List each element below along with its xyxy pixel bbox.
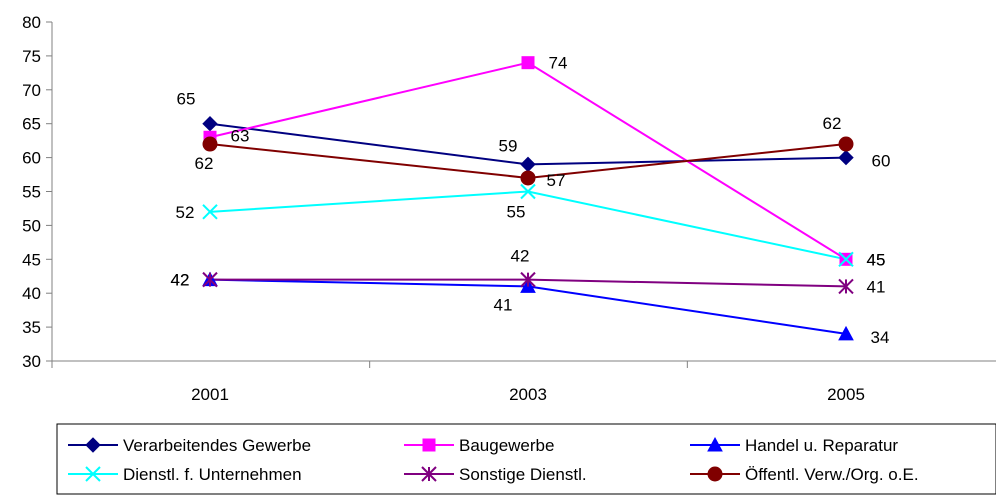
- marker-diamond: [85, 437, 101, 453]
- legend-label: Sonstige Dienstl.: [459, 465, 587, 484]
- marker-circle: [707, 466, 723, 482]
- legend-label: Öffentl. Verw./Org. o.E.: [745, 465, 919, 484]
- y-tick-label: 30: [22, 352, 41, 371]
- data-label: 52: [176, 203, 195, 222]
- x-tick-label: 2005: [827, 385, 865, 404]
- marker-triangle: [707, 436, 723, 452]
- axes: 30 35 40 45 50 55 60 65 70 75 80 2001 2003 2005: [22, 13, 996, 404]
- marker-circle: [520, 170, 536, 186]
- y-tick-label: 35: [22, 318, 41, 337]
- legend-item: Baugewerbe: [404, 436, 554, 455]
- data-label: 42: [511, 247, 530, 266]
- series-markers: [202, 56, 854, 341]
- y-tick-label: 75: [22, 47, 41, 66]
- y-tick-label: 80: [22, 13, 41, 32]
- data-label: 45: [867, 250, 886, 269]
- y-tick-label: 60: [22, 149, 41, 168]
- series-lines: [209, 61, 847, 335]
- marker-triangle: [838, 325, 854, 341]
- marker-x: [838, 251, 854, 268]
- legend-item: Verarbeitendes Gewerbe: [68, 436, 311, 455]
- y-tick-label: 40: [22, 284, 41, 303]
- marker-x: [202, 204, 218, 220]
- marker-square: [422, 438, 436, 452]
- data-label: 62: [195, 154, 214, 173]
- y-tick-label: 55: [22, 183, 41, 202]
- marker-circle: [202, 136, 218, 152]
- y-tick-label: 45: [22, 250, 41, 269]
- data-label: 60: [872, 152, 891, 171]
- legend-item: Dienstl. f. Unternehmen: [68, 465, 302, 484]
- marker-circle: [838, 136, 854, 152]
- data-label: 65: [177, 90, 196, 109]
- x-tick-label: 2003: [509, 385, 547, 404]
- data-label: 62: [823, 114, 842, 133]
- marker-asterisk: [520, 271, 536, 288]
- y-tick-label: 70: [22, 81, 41, 100]
- legend-box: [56, 423, 996, 495]
- marker-diamond: [838, 149, 854, 166]
- marker-asterisk: [202, 271, 218, 288]
- legend-item: Öffentl. Verw./Org. o.E.: [690, 465, 919, 484]
- data-label: 41: [494, 295, 513, 314]
- legend-label: Dienstl. f. Unternehmen: [123, 465, 302, 484]
- legend-item: Sonstige Dienstl.: [404, 465, 587, 484]
- data-label: 63: [231, 126, 250, 145]
- legend-label: Handel u. Reparatur: [745, 436, 898, 455]
- marker-diamond: [520, 156, 536, 173]
- x-tick-label: 2001: [191, 385, 229, 404]
- legend-item: Handel u. Reparatur: [690, 436, 898, 455]
- marker-asterisk: [838, 278, 854, 295]
- legend: Verarbeitendes Gewerbe Baugewerbe Handel u…: [56, 423, 996, 495]
- legend-label: Baugewerbe: [459, 436, 554, 455]
- data-label: 57: [547, 171, 566, 190]
- data-label: 45: [867, 250, 886, 269]
- marker-diamond: [202, 115, 218, 132]
- data-label: 74: [549, 54, 568, 73]
- data-label: 34: [871, 328, 890, 347]
- marker-x: [85, 466, 101, 482]
- data-label: 41: [867, 277, 886, 296]
- legend-label: Verarbeitendes Gewerbe: [123, 436, 311, 455]
- y-tick-label: 65: [22, 115, 41, 134]
- marker-x: [520, 183, 536, 200]
- marker-asterisk: [421, 466, 437, 482]
- data-label: 55: [507, 203, 526, 222]
- marker-square: [521, 56, 535, 70]
- data-label: 42: [171, 271, 190, 290]
- y-tick-label: 50: [22, 216, 41, 235]
- data-label: 59: [499, 136, 518, 155]
- data-label: 42: [171, 271, 190, 290]
